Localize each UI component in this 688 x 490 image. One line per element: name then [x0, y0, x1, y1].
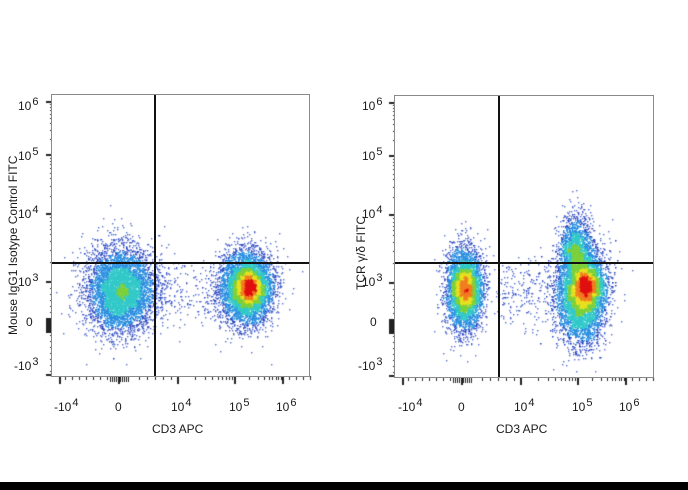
left-y-axis-title: Mouse IgG1 Isotype Control FITC	[6, 155, 20, 335]
left-x-axis-ticks	[51, 376, 313, 388]
right-y-tick-1e5: 105	[362, 146, 383, 163]
right-y-tick-1e3: 103	[362, 272, 383, 289]
right-x-tick-neg1e4: -104	[398, 397, 423, 414]
left-x-tick-1e5: 105	[229, 397, 250, 414]
right-y-tick-1e4: 104	[362, 204, 383, 221]
right-plot-area	[394, 95, 654, 378]
left-quadrant-gate-horizontal[interactable]	[52, 262, 309, 264]
left-x-tick-1e6: 106	[276, 397, 297, 414]
left-y-tick-1e5: 105	[18, 146, 39, 163]
left-y-tick-1e4: 104	[18, 204, 39, 221]
right-quadrant-gate-vertical[interactable]	[498, 96, 500, 377]
right-x-tick-1e5: 105	[572, 397, 593, 414]
right-y-tick-neg1e3: -103	[358, 356, 383, 373]
left-y-tick-1e3: 103	[18, 272, 39, 289]
left-x-axis-title: CD3 APC	[152, 422, 204, 436]
left-scatter-dots	[52, 95, 309, 376]
right-x-axis-title: CD3 APC	[496, 422, 548, 436]
left-x-tick-1e4: 104	[171, 397, 192, 414]
left-y-tick-0: 0	[26, 315, 33, 329]
bottom-black-bar	[0, 482, 688, 490]
left-plot-panel: Mouse IgG1 Isotype Control FITC 106 105 …	[0, 0, 344, 482]
left-y-tick-1e6: 106	[18, 96, 39, 113]
right-quadrant-gate-horizontal[interactable]	[395, 262, 653, 264]
left-x-tick-0: 0	[115, 400, 122, 414]
right-y-tick-0: 0	[370, 315, 377, 329]
left-y-tick-neg1e3: -103	[14, 356, 39, 373]
right-plot-panel: TCR γ/δ FITC 106 105 104 103 0 -103 -104…	[344, 0, 688, 482]
right-x-tick-1e4: 104	[514, 397, 535, 414]
right-x-axis-ticks	[394, 377, 656, 389]
left-quadrant-gate-vertical[interactable]	[154, 95, 156, 376]
right-y-tick-1e6: 106	[362, 96, 383, 113]
left-plot-area	[51, 94, 310, 377]
left-x-tick-neg1e4: -104	[54, 397, 79, 414]
right-scatter-dots	[395, 96, 653, 377]
right-x-tick-1e6: 106	[619, 397, 640, 414]
right-x-tick-0: 0	[458, 400, 465, 414]
